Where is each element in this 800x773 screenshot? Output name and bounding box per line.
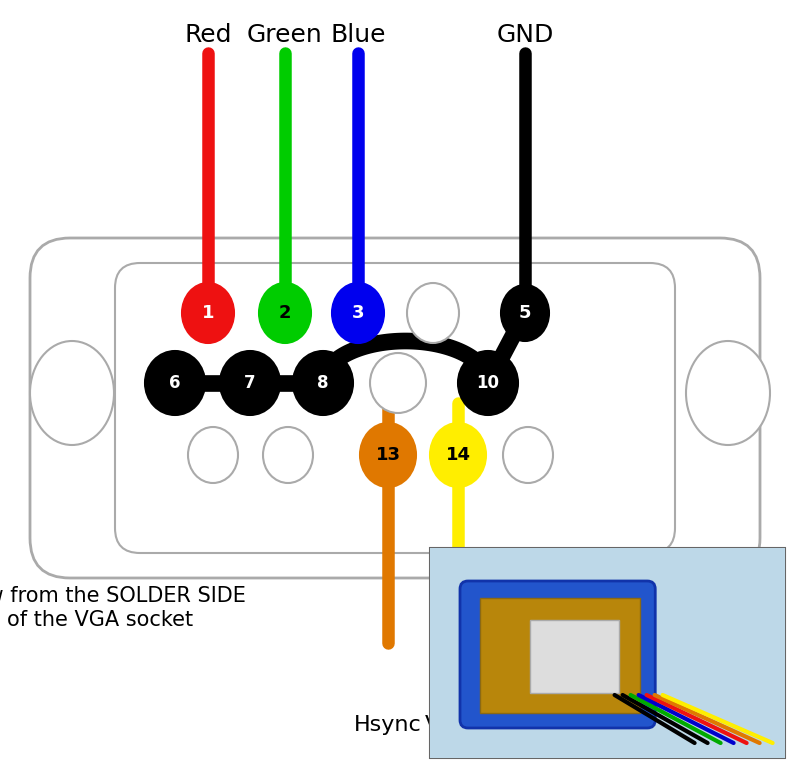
Text: 10: 10	[477, 374, 499, 392]
Ellipse shape	[458, 351, 518, 415]
Ellipse shape	[182, 283, 234, 343]
Text: Blue: Blue	[330, 23, 386, 47]
FancyBboxPatch shape	[460, 581, 655, 728]
FancyBboxPatch shape	[430, 548, 785, 758]
Text: 14: 14	[446, 446, 470, 464]
Ellipse shape	[30, 341, 114, 445]
Ellipse shape	[259, 283, 311, 343]
Text: View from the SOLDER SIDE
of the VGA socket: View from the SOLDER SIDE of the VGA soc…	[0, 587, 246, 629]
Text: Green: Green	[247, 23, 323, 47]
FancyBboxPatch shape	[30, 238, 760, 578]
Ellipse shape	[220, 351, 280, 415]
FancyBboxPatch shape	[530, 619, 618, 693]
Text: 3: 3	[352, 304, 364, 322]
FancyBboxPatch shape	[115, 263, 675, 553]
Ellipse shape	[332, 283, 384, 343]
Text: Hsync: Hsync	[354, 715, 422, 735]
FancyBboxPatch shape	[480, 598, 640, 713]
Text: 8: 8	[318, 374, 329, 392]
Text: GND: GND	[496, 23, 554, 47]
Text: Vsync: Vsync	[425, 715, 491, 735]
FancyBboxPatch shape	[430, 548, 785, 758]
Ellipse shape	[145, 351, 205, 415]
Ellipse shape	[360, 423, 416, 487]
Ellipse shape	[430, 423, 486, 487]
Ellipse shape	[370, 353, 426, 413]
Ellipse shape	[293, 351, 353, 415]
Text: 5: 5	[518, 304, 531, 322]
Ellipse shape	[686, 341, 770, 445]
Text: 13: 13	[375, 446, 401, 464]
Text: 1: 1	[202, 304, 214, 322]
Ellipse shape	[503, 427, 553, 483]
Text: 6: 6	[170, 374, 181, 392]
Ellipse shape	[188, 427, 238, 483]
Ellipse shape	[263, 427, 313, 483]
Text: 2: 2	[278, 304, 291, 322]
Ellipse shape	[501, 285, 549, 341]
Text: 7: 7	[244, 374, 256, 392]
Text: Red: Red	[184, 23, 232, 47]
Ellipse shape	[407, 283, 459, 343]
